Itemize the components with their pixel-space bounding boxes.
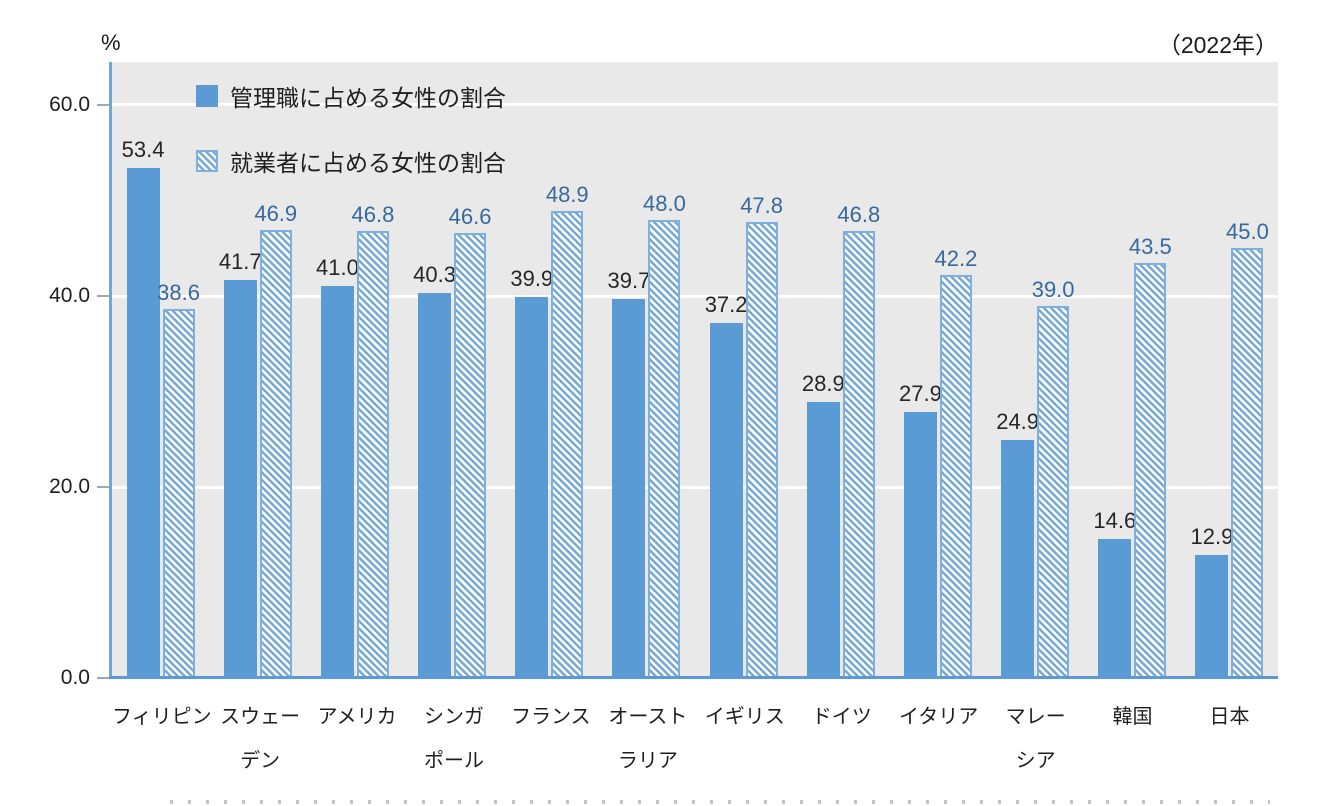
- value-label: 45.0: [1226, 219, 1269, 245]
- legend-item: 就業者に占める女性の割合: [196, 144, 506, 178]
- bar-group: 12.9 45.0: [1181, 62, 1278, 678]
- value-label: 28.9: [801, 371, 845, 396]
- x-axis-label: 韓国: [1112, 706, 1153, 728]
- bar-employed-women: 39.0: [1032, 277, 1075, 678]
- bar-group: 27.9 42.2: [889, 62, 986, 678]
- bar-employed-women: 48.9: [546, 182, 589, 678]
- bar-employed-women: 46.6: [449, 204, 492, 678]
- x-axis-label: アメリカ: [317, 706, 397, 728]
- legend-swatch-solid-icon: [196, 85, 218, 107]
- cropped-text-artifact: [170, 800, 1270, 804]
- y-axis-tick: [97, 294, 109, 297]
- bar-managerial-women: 39.9: [510, 266, 553, 678]
- value-label: 41.7: [218, 248, 262, 274]
- x-axis-label: マレー シア: [1005, 706, 1066, 772]
- bar-managerial-women: 40.3: [413, 262, 456, 678]
- bar-group: 41.7 46.9: [209, 62, 306, 678]
- value-label: 53.4: [121, 137, 165, 163]
- bar-managerial-women: 39.7: [608, 268, 650, 678]
- bar-managerial-women: 14.6: [1093, 508, 1136, 678]
- legend-label: 就業者に占める女性の割合: [230, 150, 506, 176]
- value-label: 46.8: [351, 202, 395, 228]
- bar-employed-women: 46.8: [837, 202, 880, 678]
- y-axis-tick-label: 40.0: [49, 283, 90, 307]
- value-label: 47.8: [740, 192, 784, 218]
- bar-group: 14.6 43.5: [1084, 62, 1181, 678]
- x-axis-label: シンガ ポール: [423, 706, 484, 772]
- y-axis-tick: [97, 677, 109, 679]
- x-axis-label: イギリス: [704, 706, 785, 728]
- value-label: 27.9: [899, 380, 942, 406]
- value-label: 46.8: [837, 202, 881, 228]
- value-label: 40.3: [413, 262, 457, 288]
- value-label: 24.9: [996, 409, 1040, 435]
- bar-group: 53.4 38.6: [112, 62, 209, 678]
- y-axis-tick-label: 20.0: [49, 474, 90, 498]
- y-axis-tick-label: 60.0: [49, 92, 90, 116]
- x-axis-label: ドイツ: [811, 706, 872, 728]
- bar-managerial-women: 53.4: [122, 137, 164, 678]
- value-label: 46.9: [254, 201, 298, 227]
- value-label: 39.0: [1031, 276, 1075, 302]
- value-label: 39.7: [607, 267, 651, 293]
- bar-group: 39.7 48.0: [598, 62, 695, 678]
- bar-employed-women: 42.2: [935, 246, 977, 678]
- bar-employed-women: 38.6: [157, 280, 200, 678]
- bar-employed-women: 47.8: [740, 193, 783, 678]
- bar-group: 40.3 46.6: [404, 62, 501, 678]
- bar-group: 37.2 47.8: [695, 62, 792, 678]
- legend-swatch-hatched-icon: [196, 150, 218, 172]
- x-axis-labels: フィリピン スウェー デン アメリカ シンガ ポール フランス オースト ラリア イギリス ドイツ イ…: [112, 695, 1278, 783]
- bar-groups: 53.4 38.6 41.7 46.9 41.0 46.8 40.3 46.6 39.9 48.9…: [112, 62, 1278, 678]
- x-axis-label: フランス: [511, 706, 591, 728]
- x-axis-label: 日本: [1209, 706, 1250, 728]
- value-label: 46.6: [448, 203, 492, 229]
- bar-employed-women: 46.9: [254, 201, 297, 678]
- year-label: （2022年）: [1157, 32, 1278, 58]
- x-axis-label: フィリピン: [112, 706, 212, 728]
- legend: 管理職に占める女性の割合 就業者に占める女性の割合: [196, 79, 506, 209]
- plot-area: 管理職に占める女性の割合 就業者に占める女性の割合 53.4 38.6 41.7 46.…: [109, 62, 1278, 679]
- gridline: [112, 485, 1278, 489]
- value-label: 14.6: [1093, 507, 1137, 533]
- bar-managerial-women: 24.9: [996, 409, 1039, 678]
- bar-managerial-women: 41.7: [219, 249, 262, 678]
- value-label: 43.5: [1128, 233, 1172, 259]
- y-axis-tick: [97, 103, 109, 106]
- x-axis-label: スウェー デン: [220, 706, 301, 772]
- bar-employed-women: 48.0: [643, 191, 686, 678]
- value-label: 48.9: [545, 182, 589, 207]
- value-label: 37.2: [704, 291, 748, 317]
- gridline: [112, 294, 1278, 298]
- bar-managerial-women: 27.9: [899, 381, 942, 678]
- x-axis-label: イタリア: [899, 706, 979, 728]
- value-label: 42.2: [934, 245, 978, 271]
- value-label: 39.9: [510, 265, 554, 291]
- x-axis-line: [109, 676, 1278, 679]
- value-label: 38.6: [157, 280, 200, 306]
- y-axis-unit-label: %: [101, 30, 121, 55]
- legend-label: 管理職に占める女性の割合: [230, 85, 506, 111]
- gridline: [112, 103, 1278, 107]
- y-axis-tick-label: 0.0: [60, 666, 90, 689]
- bar-employed-women: 43.5: [1129, 234, 1172, 678]
- bar-group: 28.9 46.8: [792, 62, 889, 678]
- bar-managerial-women: 37.2: [705, 292, 748, 678]
- x-axis-label: オースト ラリア: [608, 706, 688, 772]
- bar-managerial-women: 28.9: [802, 371, 845, 678]
- bar-managerial-women: 41.0: [316, 255, 359, 678]
- bar-group: 41.0 46.8: [306, 62, 403, 678]
- y-axis-line: [109, 62, 112, 678]
- legend-item: 管理職に占める女性の割合: [196, 79, 506, 113]
- bar-employed-women: 46.8: [352, 202, 394, 678]
- bar-group: 39.9 48.9: [501, 62, 598, 678]
- value-label: 48.0: [643, 190, 686, 216]
- bar-employed-women: 45.0: [1226, 219, 1269, 678]
- value-label: 41.0: [316, 255, 359, 281]
- bar-group: 24.9 39.0: [987, 62, 1084, 678]
- y-axis-tick: [97, 485, 109, 488]
- bar-managerial-women: 12.9: [1191, 524, 1233, 678]
- value-label: 12.9: [1190, 523, 1234, 549]
